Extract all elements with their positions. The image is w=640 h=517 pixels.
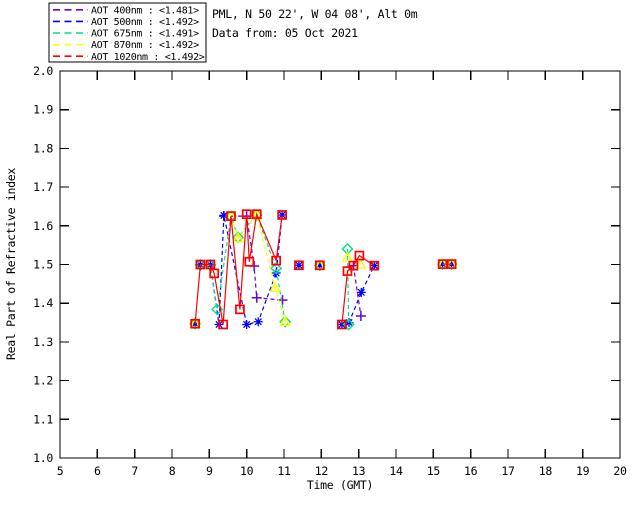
square-marker [209,268,220,279]
y-tick-label-2.0: 2.0 [33,64,53,78]
x-tick-label-9: 9 [206,464,213,478]
asterisk-marker [219,210,229,220]
x-tick-label-10: 10 [240,464,254,478]
asterisk-marker [315,260,325,270]
y-tick-label-1.1: 1.1 [33,412,53,426]
y-tick-label-1.2: 1.2 [33,374,53,388]
square-marker [446,259,457,269]
series-line [346,248,350,325]
asterisk-marker [294,260,304,270]
asterisk-marker [356,287,366,297]
square-marker [437,259,448,269]
asterisk-marker [447,259,457,269]
square-marker [314,260,325,271]
x-axis-title: Time (GMT) [307,478,373,492]
square-marker [205,259,216,270]
legend-label: AOT 675nm : <1.491> [91,29,199,40]
y-tick-label-1.4: 1.4 [33,296,53,310]
legend-label: AOT 400nm : <1.481> [91,5,199,16]
square-marker [348,260,359,271]
diamond-marker [279,315,292,328]
square-marker [251,209,262,220]
series-line [194,212,283,325]
plot-box [59,70,621,459]
x-tick-label-15: 15 [427,464,440,478]
x-tick-label-7: 7 [131,464,138,478]
square-marker [354,250,365,261]
triangle-marker [341,251,354,262]
x-tick-label-16: 16 [464,464,478,478]
axes: 5 6 7 8 9 10 11 12 13 14 15 16 17 18 19 20 1.0 1.1 1.2 1.3 1… [33,64,627,478]
series-aot-1020nm [190,209,457,330]
legend-box [48,2,207,63]
square-marker [226,211,236,221]
y-tick-label-1.0: 1.0 [33,451,53,465]
y-tick-label-1.5: 1.5 [33,258,53,272]
square-marker [277,210,287,220]
asterisk-marker [253,317,263,327]
x-tick-label-5: 5 [57,464,64,478]
y-tick-label-1.9: 1.9 [33,103,53,117]
square-marker [342,266,353,276]
series-line [352,265,362,317]
legend-row-aot-400nm: AOT 400nm : <1.481> [53,5,199,16]
triangle-marker [279,315,291,327]
diamond-marker [270,262,283,275]
y-axis-title: Real Part of Refractive index [4,168,18,360]
square-marker [369,260,380,271]
asterisk-marker [190,319,200,329]
legend-row-aot-675nm: AOT 675nm : <1.491> [53,29,199,40]
x-tick-label-8: 8 [169,464,176,478]
x-tick-label-11: 11 [277,464,291,478]
x-tick-label-19: 19 [576,464,590,478]
x-tick-label-6: 6 [94,464,101,478]
data-date: Data from: 05 Oct 2021 [212,26,358,40]
y-tick-label-1.8: 1.8 [33,141,53,155]
legend-row-aot-500nm: AOT 500nm : <1.492> [53,17,199,28]
square-marker [190,318,200,329]
asterisk-marker [277,210,287,220]
asterisk-marker [369,261,379,271]
legend-label: AOT 1020nm : <1.492> [91,52,205,63]
x-tick-label-12: 12 [315,464,328,478]
x-tick-label-14: 14 [389,464,403,478]
station-info: PML, N 50 22', W 04 08', Alt 0m [212,7,418,21]
series-line [341,254,375,325]
x-tick-label-20: 20 [613,464,627,478]
y-tick-label-1.3: 1.3 [33,335,53,349]
x-tick-label-13: 13 [352,464,366,478]
plus-marker [355,310,366,321]
asterisk-marker [242,319,252,329]
triangle-marker [232,231,244,243]
x-tick-label-18: 18 [539,464,553,478]
y-tick-label-1.6: 1.6 [33,219,53,233]
square-marker [195,259,206,270]
legend: AOT 400nm : <1.481>AOT 500nm : <1.492>AO… [48,2,207,63]
legend-row-aot-1020nm: AOT 1020nm : <1.492> [53,52,205,63]
square-marker [218,319,228,330]
triangle-marker [269,281,281,293]
legend-label: AOT 500nm : <1.492> [91,17,199,28]
square-marker [235,304,245,315]
square-marker [244,256,255,267]
square-marker [271,255,282,266]
x-tick-label-17: 17 [501,464,515,478]
square-marker [294,260,304,271]
legend-row-aot-870nm: AOT 870nm : <1.492> [53,40,199,51]
data-series [189,208,458,331]
y-tick-label-1.7: 1.7 [33,180,53,194]
plus-marker [251,292,262,303]
asterisk-marker [438,259,448,269]
square-marker [241,209,252,220]
square-marker [337,319,347,330]
legend-label: AOT 870nm : <1.492> [91,40,199,51]
